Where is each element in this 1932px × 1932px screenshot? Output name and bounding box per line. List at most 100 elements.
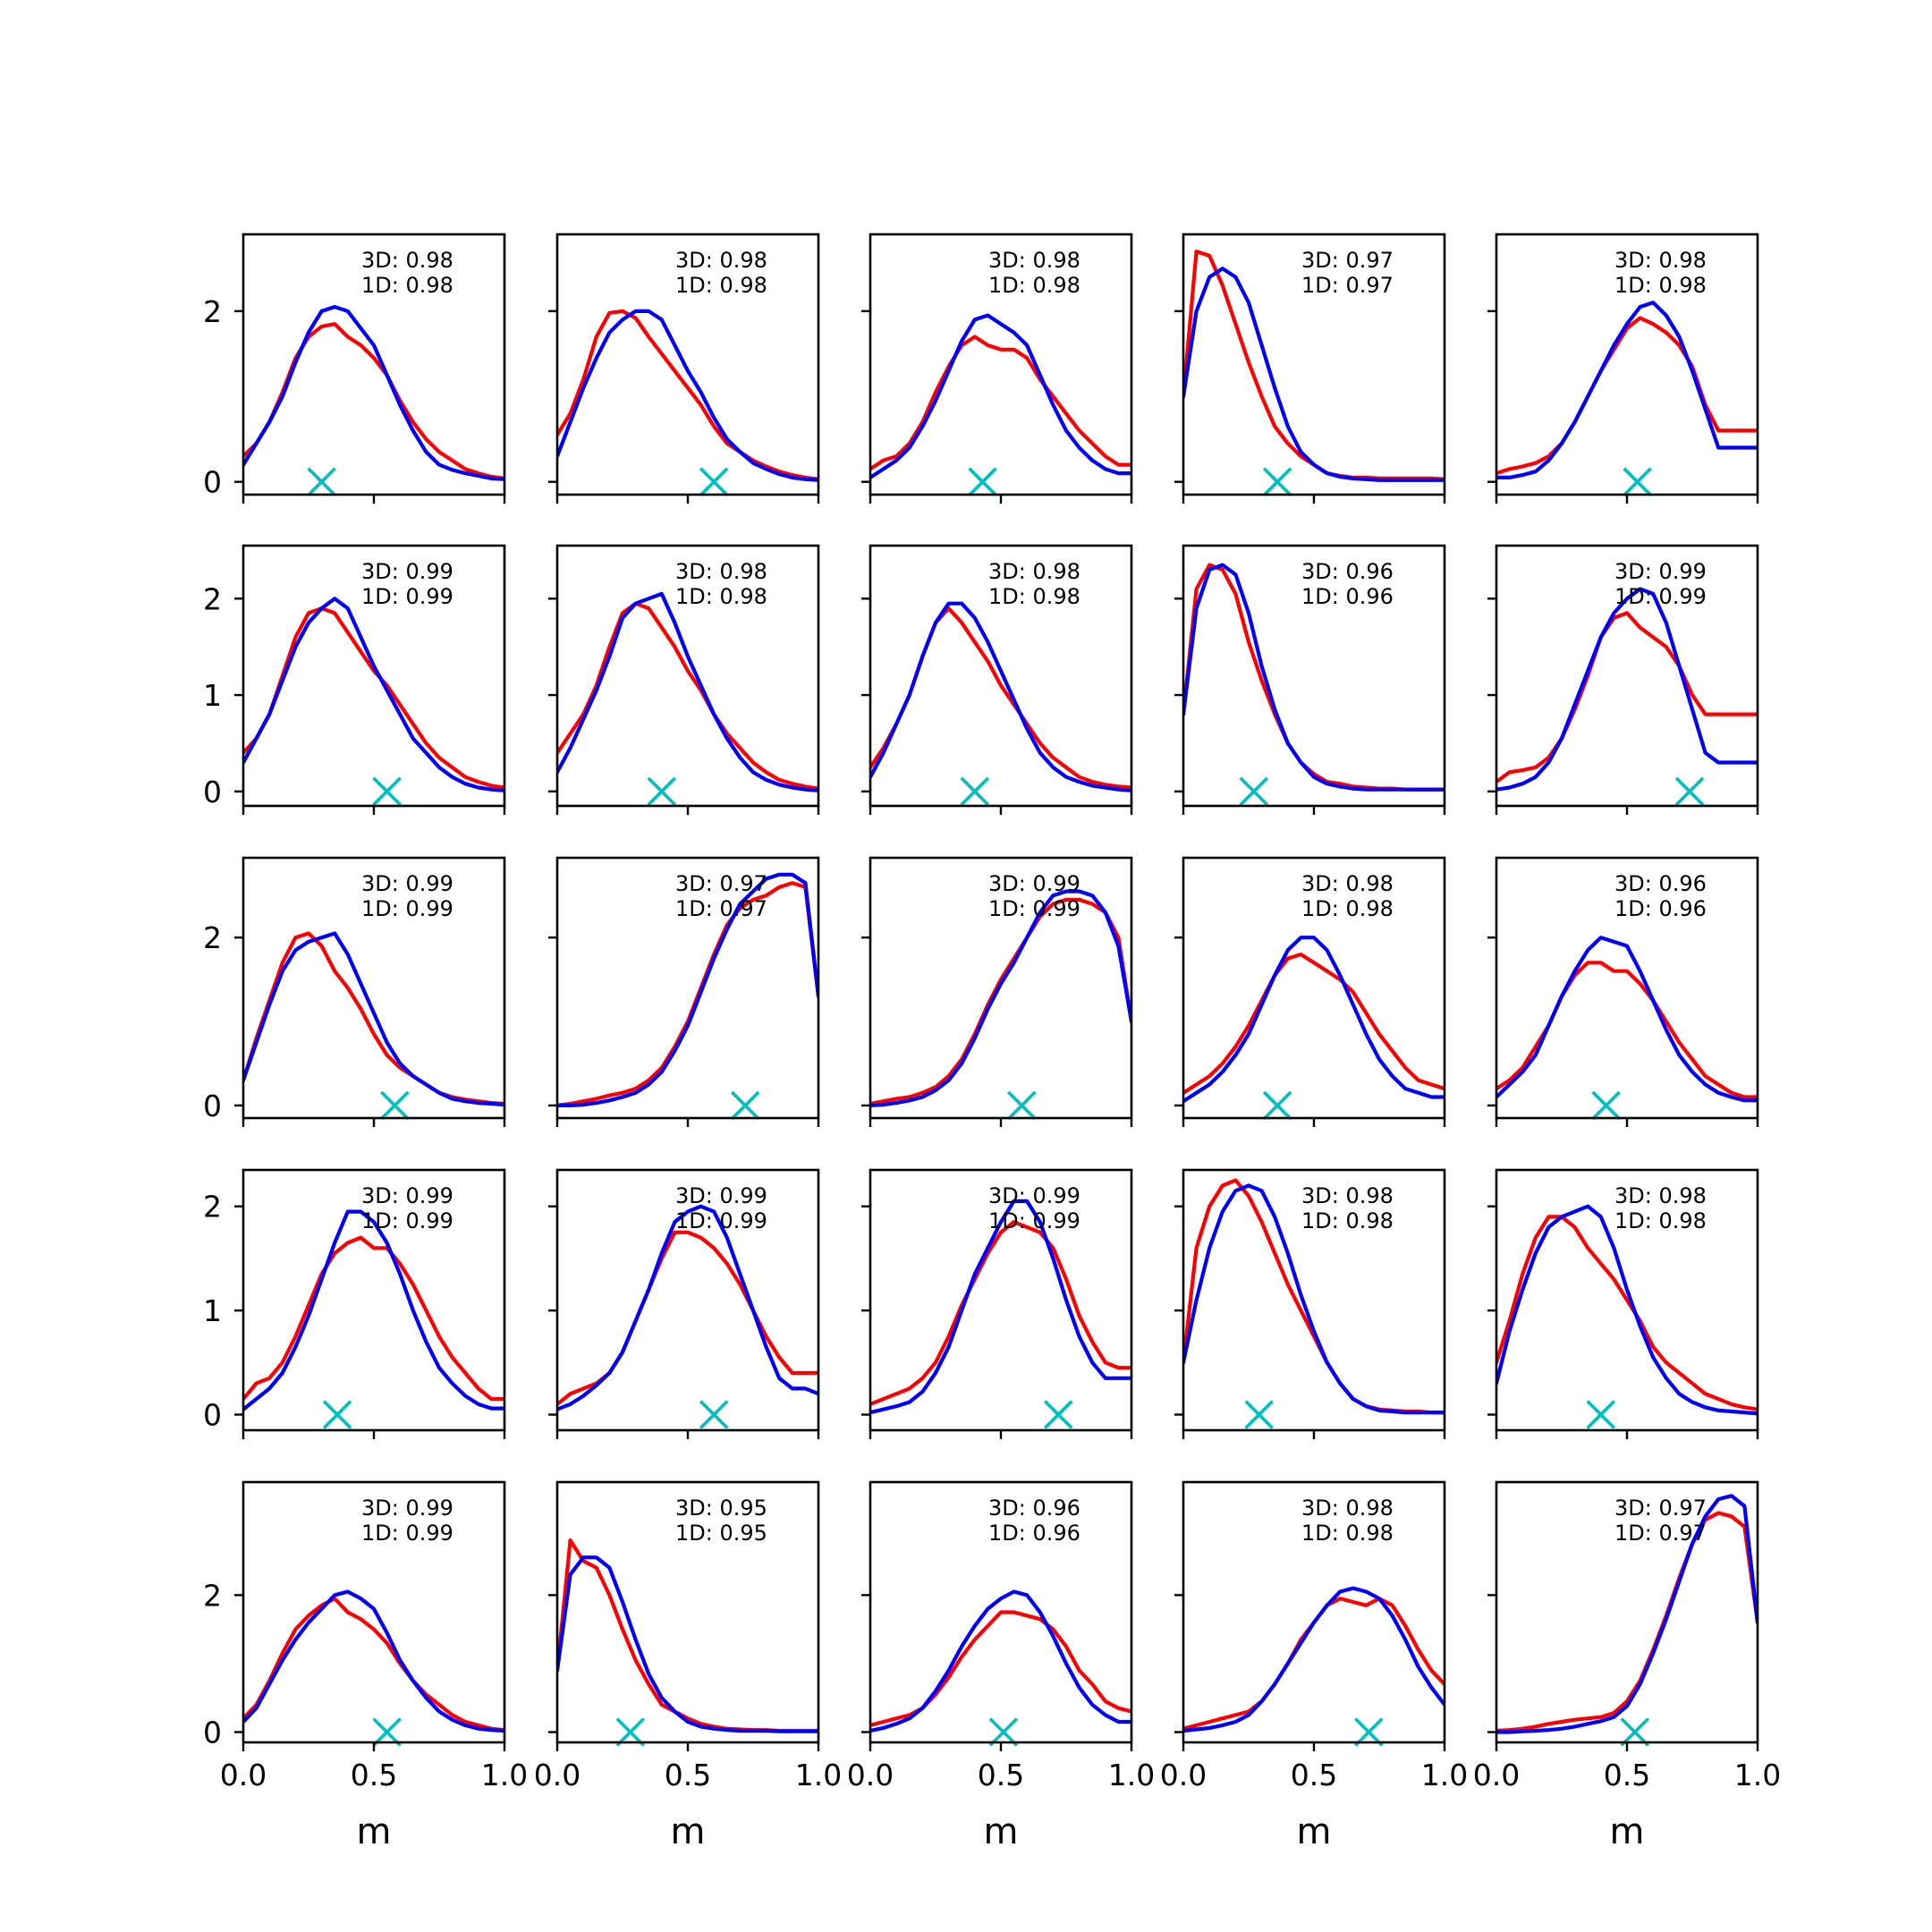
marker-x: [647, 776, 677, 807]
panel-plot-area: [557, 309, 818, 482]
red-series-line: [1496, 1215, 1758, 1411]
blue-series-line: [1183, 1586, 1445, 1733]
marker-x: [988, 1717, 1019, 1747]
red-series-line: [557, 601, 818, 791]
annotation-3d: 3D: 0.99: [361, 1183, 453, 1208]
x-tick-label: 0.5: [1291, 1758, 1337, 1792]
panel-plot-area: [1496, 301, 1758, 479]
red-series-line: [243, 1235, 504, 1402]
annotation-3d: 3D: 0.98: [675, 559, 767, 584]
panel-plot-area: [243, 931, 504, 1107]
x-tick-label: 1.0: [795, 1758, 842, 1792]
annotation-3d: 3D: 0.97: [675, 871, 767, 896]
annotation-1d: 1D: 0.97: [1614, 1521, 1707, 1546]
y-tick-label: 2: [203, 294, 222, 329]
annotation-3d: 3D: 0.98: [988, 559, 1080, 584]
x-tick-label: 0.0: [1160, 1758, 1207, 1792]
annotation-3d: 3D: 0.98: [1614, 248, 1707, 273]
marker-x: [1239, 776, 1269, 807]
annotation-1d: 1D: 0.98: [675, 584, 767, 609]
annotation-1d: 1D: 0.99: [361, 1208, 453, 1233]
x-tick-label: 0.5: [351, 1758, 397, 1792]
annotation-3d: 3D: 0.97: [1301, 248, 1394, 273]
panel-plot-area: [243, 1589, 504, 1733]
red-series-line: [243, 606, 504, 790]
y-tick-label: 0: [203, 1716, 222, 1750]
annotation-3d: 3D: 0.98: [1301, 1183, 1394, 1208]
panel-plot-area: [557, 1204, 818, 1411]
x-tick-label: 1.0: [481, 1758, 528, 1792]
annotation-1d: 1D: 0.98: [1614, 1208, 1707, 1233]
blue-series-line: [557, 1555, 818, 1733]
panel-plot-area: [557, 872, 818, 1107]
panel-plot-area: [870, 889, 1131, 1107]
annotation-1d: 1D: 0.98: [1301, 896, 1394, 921]
annotation-3d: 3D: 0.96: [1301, 559, 1394, 584]
annotation-1d: 1D: 0.99: [361, 1521, 453, 1546]
blue-series-line: [870, 1199, 1131, 1415]
marker-x: [1043, 1400, 1073, 1429]
annotation-1d: 1D: 0.97: [1301, 273, 1394, 298]
marker-x: [380, 1090, 410, 1121]
x-tick-label: 0.5: [978, 1758, 1024, 1792]
annotation-3d: 3D: 0.99: [361, 559, 453, 584]
marker-x: [1591, 1090, 1621, 1121]
panel-plot-area: [870, 601, 1131, 792]
panel-plot-area: [1183, 1586, 1445, 1733]
marker-x: [699, 1400, 729, 1429]
blue-series-line: [870, 1589, 1131, 1733]
red-series-line: [1496, 316, 1758, 476]
red-series-line: [1183, 952, 1445, 1095]
x-axis-label: m: [357, 1811, 392, 1852]
panel-plot-area: [1183, 1178, 1445, 1415]
marker-x: [1354, 1717, 1384, 1747]
y-tick-label: 2: [203, 1190, 222, 1224]
blue-series-line: [243, 597, 504, 792]
panel-plot-area: [1183, 563, 1445, 792]
annotation-3d: 3D: 0.96: [988, 1496, 1080, 1521]
annotation-1d: 1D: 0.99: [675, 1208, 767, 1233]
x-tick-label: 0.0: [1473, 1758, 1520, 1792]
panel-plot-area: [1183, 250, 1445, 482]
marker-x: [1262, 1090, 1292, 1121]
panel-plot-area: [1183, 936, 1445, 1104]
blue-series-line: [557, 309, 818, 482]
x-axis-label: m: [1297, 1811, 1332, 1852]
blue-series-line: [243, 931, 504, 1107]
blue-series-line: [557, 872, 818, 1107]
blue-series-line: [1496, 936, 1758, 1103]
marker-x: [960, 776, 990, 807]
annotation-3d: 3D: 0.99: [361, 1496, 453, 1521]
blue-series-line: [1496, 1204, 1758, 1416]
annotation-1d: 1D: 0.98: [1301, 1521, 1394, 1546]
annotation-3d: 3D: 0.99: [988, 871, 1080, 896]
annotation-3d: 3D: 0.99: [361, 871, 453, 896]
marker-x: [1623, 467, 1652, 496]
x-tick-label: 1.0: [1108, 1758, 1155, 1792]
x-axis-label: m: [1610, 1811, 1645, 1852]
marker-x: [730, 1090, 760, 1121]
marker-x: [1674, 776, 1705, 807]
marker-x: [322, 1400, 352, 1429]
x-axis-label: m: [984, 1811, 1019, 1852]
blue-series-line: [557, 591, 818, 792]
blue-series-line: [243, 1209, 504, 1411]
panel-plot-area: [557, 1538, 818, 1733]
annotation-1d: 1D: 0.97: [675, 896, 767, 921]
annotation-3d: 3D: 0.97: [1614, 1496, 1707, 1521]
red-series-line: [870, 335, 1131, 471]
marker-x: [1244, 1400, 1274, 1429]
blue-series-line: [1183, 267, 1445, 482]
